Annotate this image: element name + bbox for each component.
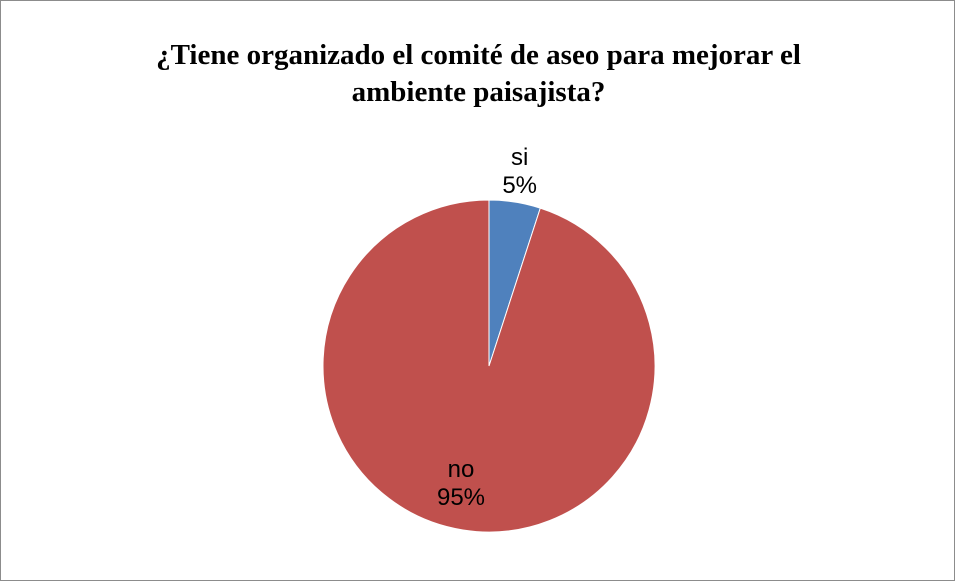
chart-title: ¿Tiene organizado el comité de aseo para…: [1, 37, 955, 111]
data-label-no-name: no: [447, 456, 475, 483]
data-label-no: no 95%: [416, 456, 506, 512]
data-label-si: si 5%: [475, 144, 565, 200]
data-label-si-name: si: [510, 144, 529, 172]
pie-slice-no: [322, 199, 656, 533]
data-label-no-value: 95%: [436, 484, 486, 511]
chart-title-line-1: ¿Tiene organizado el comité de aseo para…: [156, 39, 801, 71]
data-label-si-value: 5%: [502, 172, 537, 200]
chart-title-line-2: ambiente paisajista?: [351, 76, 606, 108]
